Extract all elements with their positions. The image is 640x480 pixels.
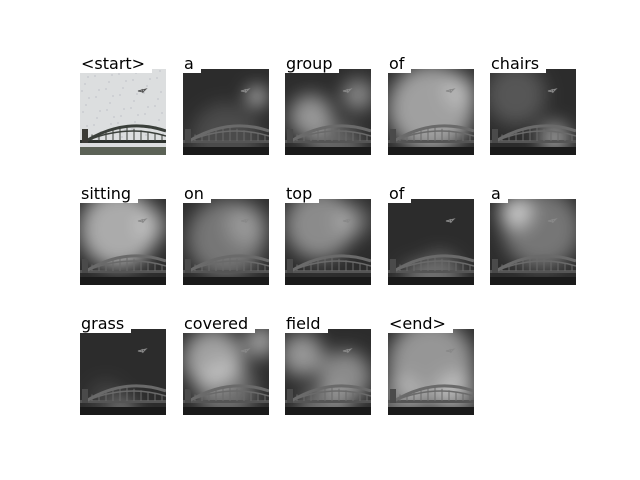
attention-map	[490, 69, 576, 155]
attention-glow	[388, 329, 474, 415]
attention-map	[80, 69, 166, 155]
attention-glow	[490, 69, 570, 154]
attention-map	[183, 329, 269, 415]
attention-map	[285, 69, 371, 155]
attention-panel: a	[490, 185, 576, 285]
attention-map	[285, 329, 371, 415]
attention-glow	[80, 199, 166, 268]
attention-panel: top	[285, 185, 371, 285]
caption-token-label: field	[285, 315, 328, 333]
bridge-silhouette	[183, 88, 269, 155]
bridge-silhouette	[285, 348, 371, 415]
caption-token-label: grass	[80, 315, 132, 333]
caption-token-label: on	[183, 185, 211, 203]
bridge-silhouette	[388, 218, 474, 285]
attention-map	[490, 199, 576, 285]
bridge-silhouette	[80, 218, 166, 285]
caption-token-label: covered	[183, 315, 256, 333]
caption-token-label: group	[285, 55, 340, 73]
caption-token-label: chairs	[490, 55, 547, 73]
bridge-silhouette	[388, 88, 474, 155]
attention-glow	[285, 199, 371, 260]
caption-token-label: top	[285, 185, 320, 203]
attention-panel: group	[285, 55, 371, 155]
attention-map	[285, 199, 371, 285]
bridge-silhouette	[490, 88, 576, 155]
attention-map	[183, 199, 269, 285]
bridge-silhouette	[80, 348, 166, 415]
attention-map	[388, 329, 474, 415]
attention-panel: field	[285, 315, 371, 415]
bridge-silhouette	[285, 218, 371, 285]
bridge-silhouette	[490, 218, 576, 285]
attention-map	[388, 199, 474, 285]
bridge-silhouette	[183, 218, 269, 285]
caption-token-label: a	[490, 185, 508, 203]
attention-panel: on	[183, 185, 269, 285]
attention-map	[80, 199, 166, 285]
bridge-silhouette	[285, 88, 371, 155]
attention-map	[388, 69, 474, 155]
attention-map	[183, 69, 269, 155]
caption-token-label: of	[388, 185, 412, 203]
attention-panel: covered	[183, 315, 269, 415]
attention-panel: <start>	[80, 55, 166, 155]
caption-token-label: <start>	[80, 55, 153, 73]
attention-panel: of	[388, 55, 474, 155]
bridge-silhouette	[388, 348, 474, 415]
attention-panel: sitting	[80, 185, 166, 285]
attention-panel: a	[183, 55, 269, 155]
attention-panel: <end>	[388, 315, 474, 415]
caption-token-label: sitting	[80, 185, 139, 203]
attention-map	[80, 329, 166, 415]
bridge-silhouette	[183, 348, 269, 415]
caption-token-label: a	[183, 55, 201, 73]
attention-panel: grass	[80, 315, 166, 415]
bridge-silhouette	[80, 88, 166, 155]
caption-token-label: <end>	[388, 315, 453, 333]
attention-glow	[498, 199, 576, 268]
attention-panel: of	[388, 185, 474, 285]
caption-token-label: of	[388, 55, 412, 73]
attention-panel: chairs	[490, 55, 576, 155]
